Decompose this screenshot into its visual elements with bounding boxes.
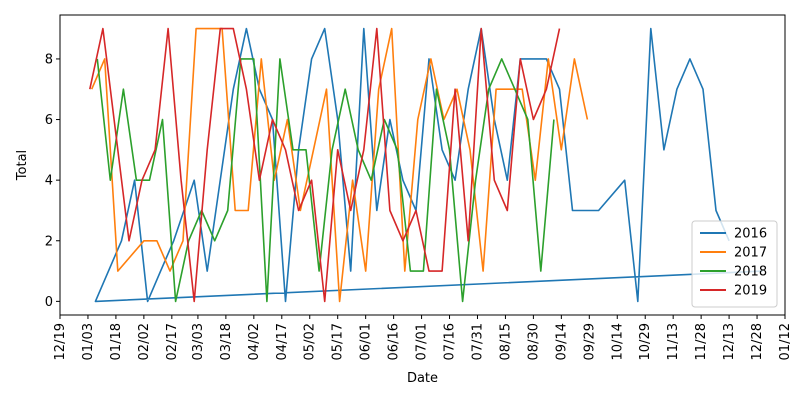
x-tick-label: 01/12	[778, 323, 793, 360]
x-tick-label: 01/03	[81, 323, 96, 360]
x-tick-label: 12/28	[750, 323, 765, 360]
series-layer	[89, 27, 763, 303]
y-axis-ticks: 0 2 4 6 8	[45, 52, 60, 310]
x-tick-label: 11/13	[666, 323, 681, 360]
x-tick-label: 02/17	[165, 323, 180, 360]
legend: 2016 2017 2018 2019	[691, 220, 778, 308]
x-tick-label: 03/03	[191, 323, 206, 360]
y-tick-label: 0	[45, 295, 53, 310]
x-tick-label: 11/28	[694, 323, 709, 360]
x-tick-label: 12/13	[722, 323, 737, 360]
x-axis-title: Date	[407, 371, 438, 386]
x-tick-label: 02/02	[137, 323, 152, 360]
series-line-2017	[90, 27, 589, 303]
x-tick-label: 07/16	[443, 323, 458, 360]
x-tick-label: 06/01	[359, 323, 374, 360]
series-line-2018	[96, 58, 555, 303]
x-tick-label: 06/16	[387, 323, 402, 360]
y-tick-label: 6	[45, 113, 53, 128]
x-tick-label: 10/14	[610, 323, 625, 360]
legend-label-2019: 2019	[734, 284, 767, 299]
y-tick-label: 2	[45, 234, 53, 249]
x-tick-label: 08/30	[526, 323, 541, 360]
legend-label-2017: 2017	[734, 246, 767, 261]
x-tick-label: 04/02	[247, 323, 262, 360]
series-line-2019	[89, 27, 561, 303]
x-tick-label: 07/31	[470, 323, 485, 360]
x-tick-label: 09/14	[554, 323, 569, 360]
x-tick-label: 08/15	[498, 323, 513, 360]
y-tick-label: 4	[45, 174, 53, 189]
x-axis-ticks: 12/19 01/03 01/18 02/02 02/17 03/03 03/18 04/02…	[53, 315, 793, 360]
x-tick-label: 10/29	[638, 323, 653, 360]
x-tick-label: 03/18	[219, 323, 234, 360]
x-tick-label: 04/17	[275, 323, 290, 360]
plot-frame	[59, 14, 786, 316]
legend-label-2018: 2018	[734, 265, 767, 280]
x-tick-label: 12/19	[53, 323, 68, 360]
x-tick-label: 01/18	[109, 323, 124, 360]
y-tick-label: 8	[45, 52, 53, 67]
x-tick-label: 09/29	[582, 323, 597, 360]
x-tick-label: 07/01	[415, 323, 430, 360]
legend-label-2016: 2016	[734, 227, 767, 242]
x-tick-label: 05/02	[303, 323, 318, 360]
x-tick-label: 05/17	[331, 323, 346, 360]
legend-frame	[691, 220, 778, 308]
y-axis-title: Total	[15, 150, 30, 181]
